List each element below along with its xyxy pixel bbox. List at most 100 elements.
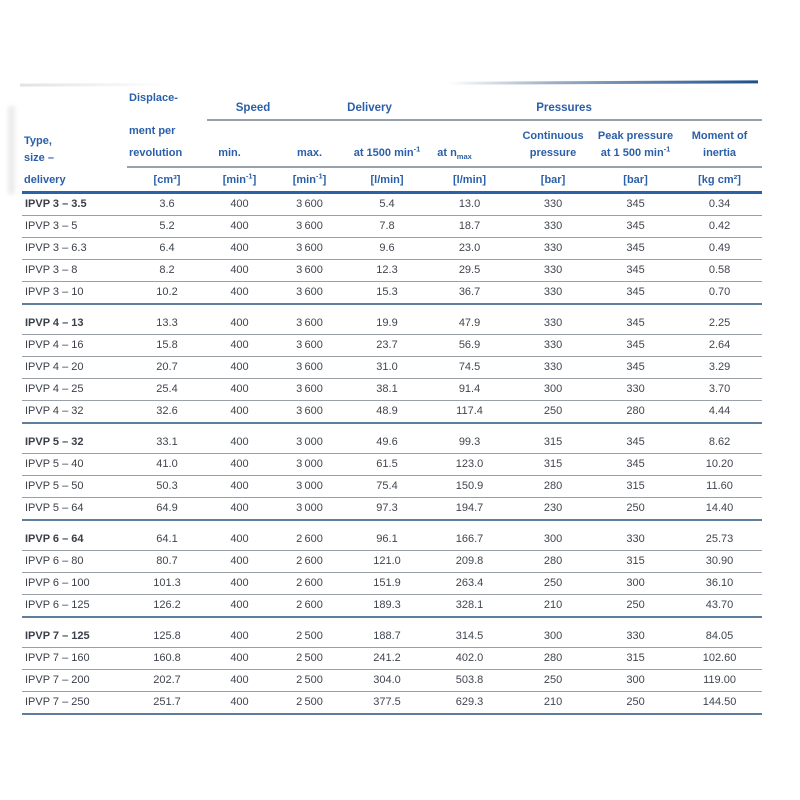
table-cell: 10.2	[127, 281, 207, 305]
table-cell: 8.62	[677, 423, 763, 454]
table-cell: 345	[594, 334, 678, 357]
table-row: IPVP 7 – 160 160.8 400 2 500 241.2 402.0 280 31…	[22, 647, 763, 670]
table-cell: 3 600	[272, 281, 348, 305]
table-cell: 194.7	[427, 497, 513, 521]
header-units-row: delivery [cm³] [min-1] [min-1] [l/min] […	[22, 167, 763, 194]
unit-lmin-a: [l/min]	[347, 167, 428, 194]
table-body: IPVP 3 – 3.5 3.6 400 3 600 5.4 13.0 330 345 0.34…	[22, 192, 763, 715]
table-cell: 400	[207, 475, 272, 498]
row-type-label: IPVP 6 – 125	[22, 594, 127, 618]
table-cell: 400	[207, 237, 272, 260]
table-cell: 330	[512, 304, 595, 335]
table-cell: 300	[512, 617, 595, 648]
table-cell: 2.25	[677, 304, 763, 335]
table-cell: 2 500	[272, 691, 348, 715]
row-type-label: IPVP 3 – 8	[22, 259, 127, 282]
row-type-label: IPVP 3 – 5	[22, 215, 127, 238]
header-displacement-line3: revolution	[129, 147, 183, 159]
table-cell: 345	[594, 259, 678, 282]
table-row: IPVP 7 – 125 125.8 400 2 500 188.7 314.5 300 33…	[22, 617, 763, 648]
row-type-label: IPVP 6 – 100	[22, 572, 127, 595]
table-cell: 251.7	[127, 691, 207, 715]
table-cell: 14.40	[677, 497, 763, 521]
header-delivery-nmax: at nmax	[427, 120, 513, 168]
unit-cm3: [cm³]	[127, 167, 207, 194]
table-row: IPVP 5 – 50 50.3 400 3 000 75.4 150.9 280 315 11…	[22, 475, 763, 498]
table-cell: 263.4	[427, 572, 513, 595]
table-cell: 315	[512, 423, 595, 454]
table-cell: 23.0	[427, 237, 513, 260]
table-cell: 91.4	[427, 378, 513, 401]
table-cell: 84.05	[677, 617, 763, 648]
table-cell: 345	[594, 423, 678, 454]
table-cell: 400	[207, 520, 272, 551]
table-cell: 3.29	[677, 356, 763, 379]
table-cell: 330	[512, 237, 595, 260]
table-cell: 0.58	[677, 259, 763, 282]
table-cell: 50.3	[127, 475, 207, 498]
table-cell: 56.9	[427, 334, 513, 357]
unit-bar-b: [bar]	[594, 167, 678, 194]
table-cell: 47.9	[427, 304, 513, 335]
table-cell: 3 600	[272, 334, 348, 357]
table-cell: 48.9	[347, 400, 428, 424]
table-cell: 3 600	[272, 356, 348, 379]
table-cell: 3 600	[272, 304, 348, 335]
unit-bar-a: [bar]	[512, 167, 595, 194]
table-cell: 280	[512, 475, 595, 498]
table-cell: 0.70	[677, 281, 763, 305]
table-cell: 189.3	[347, 594, 428, 618]
row-type-label: IPVP 7 – 200	[22, 669, 127, 692]
table-cell: 210	[512, 594, 595, 618]
table-row: IPVP 3 – 5 5.2 400 3 600 7.8 18.7 330 345 0.42	[22, 215, 763, 238]
table-cell: 151.9	[347, 572, 428, 595]
scan-smudge	[8, 106, 15, 194]
table-cell: 25.73	[677, 520, 763, 551]
table-cell: 64.9	[127, 497, 207, 521]
header-type-line3: delivery	[22, 167, 127, 194]
table-cell: 328.1	[427, 594, 513, 618]
table-cell: 2 500	[272, 669, 348, 692]
table-cell: 5.2	[127, 215, 207, 238]
table-cell: 400	[207, 281, 272, 305]
header-speed-min: min.	[207, 120, 272, 168]
row-type-label: IPVP 7 – 125	[22, 617, 127, 648]
table-cell: 10.20	[677, 453, 763, 476]
table-cell: 125.8	[127, 617, 207, 648]
header-continuous-pressure: Continuous pressure	[512, 120, 595, 168]
row-type-label: IPVP 7 – 160	[22, 647, 127, 670]
table-cell: 330	[512, 192, 595, 216]
table-cell: 400	[207, 669, 272, 692]
table-cell: 12.3	[347, 259, 428, 282]
table-cell: 400	[207, 259, 272, 282]
table-cell: 400	[207, 400, 272, 424]
unit-lmin-b: [l/min]	[427, 167, 513, 194]
table-cell: 400	[207, 378, 272, 401]
table-cell: 250	[594, 497, 678, 521]
header-peak-pressure: Peak pressure at 1 500 min-1	[594, 120, 678, 168]
unit-kgcm2: [kg cm²]	[677, 167, 763, 194]
table-cell: 2 600	[272, 594, 348, 618]
table-cell: 400	[207, 192, 272, 216]
table-cell: 300	[512, 520, 595, 551]
table-cell: 209.8	[427, 550, 513, 573]
table-cell: 32.6	[127, 400, 207, 424]
table-cell: 29.5	[427, 259, 513, 282]
table-cell: 503.8	[427, 669, 513, 692]
row-type-label: IPVP 6 – 64	[22, 520, 127, 551]
table-cell: 144.50	[677, 691, 763, 715]
table-cell: 345	[594, 304, 678, 335]
table-cell: 345	[594, 237, 678, 260]
row-type-label: IPVP 5 – 64	[22, 497, 127, 521]
table-cell: 20.7	[127, 356, 207, 379]
table-cell: 25.4	[127, 378, 207, 401]
table-cell: 345	[594, 215, 678, 238]
row-type-label: IPVP 4 – 20	[22, 356, 127, 379]
row-type-label: IPVP 5 – 40	[22, 453, 127, 476]
row-type-label: IPVP 3 – 10	[22, 281, 127, 305]
table-row: IPVP 3 – 10 10.2 400 3 600 15.3 36.7 330 345 0.7…	[22, 281, 763, 305]
table-cell: 15.3	[347, 281, 428, 305]
header-type-line1: Type,	[24, 135, 52, 147]
table-cell: 38.1	[347, 378, 428, 401]
table-cell: 96.1	[347, 520, 428, 551]
